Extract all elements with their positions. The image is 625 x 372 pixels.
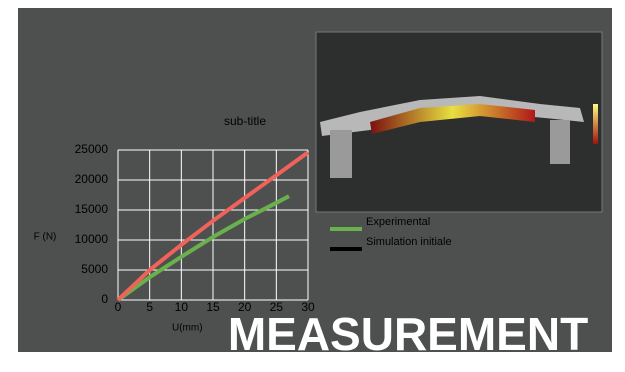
x-tick-label: 5 [146,300,153,314]
x-tick-label: 0 [115,300,122,314]
x-tick-label: 10 [175,300,189,314]
y-tick-label: 10000 [75,232,109,246]
render-image [316,32,602,212]
legend-label: Experimental [366,216,430,228]
legend-label: Simulation initiale [366,236,452,248]
y-tick-label: 15000 [75,202,109,216]
y-axis-label: F (N) [34,232,57,243]
slide: sub-title F (N) U(mm) 0 5000 10000 15000 200… [0,0,625,372]
y-tick-label: 20000 [75,172,109,186]
x-tick-label: 15 [206,300,220,314]
y-tick-label: 25000 [75,142,109,156]
x-axis-label: U(mm) [172,323,203,334]
banner: MEASUREMENT [228,308,588,360]
chart-subtitle: sub-title [224,114,266,128]
y-tick-label: 0 [101,292,108,306]
y-tick-label: 5000 [81,262,108,276]
